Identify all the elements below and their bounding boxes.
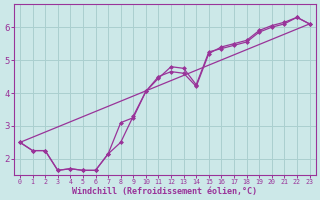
X-axis label: Windchill (Refroidissement éolien,°C): Windchill (Refroidissement éolien,°C): [72, 187, 257, 196]
